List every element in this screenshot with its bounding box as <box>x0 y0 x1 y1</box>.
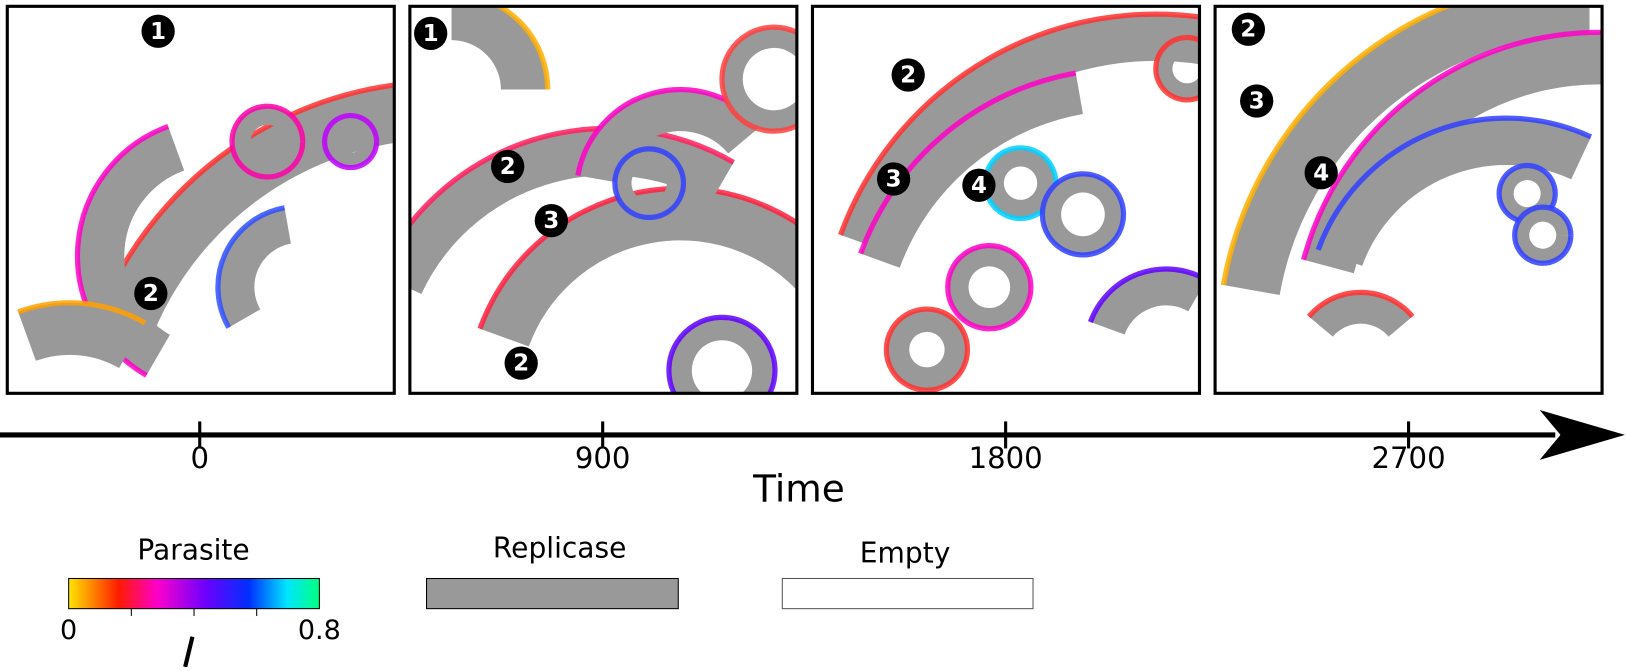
wave-marker-label: 3 <box>1249 89 1265 115</box>
parasite-colorbar <box>68 577 320 610</box>
wave-marker <box>1231 12 1266 46</box>
wave-marker <box>414 16 448 51</box>
parasite-front <box>1153 34 1200 103</box>
legend-title: Replicase <box>493 531 627 564</box>
replicase-wave <box>985 147 1056 219</box>
replicase-wave <box>1514 207 1571 264</box>
replicase-wave <box>18 302 146 369</box>
replicase-wave <box>860 73 1084 269</box>
panel-border <box>810 4 1202 395</box>
wave-marker-label: 2 <box>1240 17 1256 43</box>
snapshot-panel: 2 3 4 <box>810 4 1202 395</box>
wave-marker-label: 1 <box>150 19 166 45</box>
wave-marker <box>1240 84 1274 118</box>
wave-marker <box>876 162 911 196</box>
legend-title: Parasite <box>137 533 249 566</box>
wave-marker <box>491 149 525 184</box>
stroke-mark <box>183 636 195 668</box>
colorbar-min: 0 <box>60 615 77 646</box>
wave-marker <box>534 203 569 238</box>
wave-marker-label: 3 <box>886 167 902 193</box>
parasite-front <box>719 24 797 134</box>
replicase-wave <box>722 27 797 132</box>
replicase-wave <box>614 148 684 218</box>
snapshot-art <box>409 6 797 394</box>
wave-marker <box>1304 156 1338 190</box>
replicase-wave <box>1308 292 1413 338</box>
wave-marker-label: 4 <box>1313 160 1329 186</box>
wave-marker <box>962 168 996 202</box>
parasite-front <box>494 6 551 90</box>
panel-border <box>408 4 799 395</box>
wave-marker-label: 2 <box>900 63 916 89</box>
parasite-front <box>477 185 797 330</box>
wave-marker-label: 1 <box>423 21 439 47</box>
timeline: Time 0 900 1800 2700 <box>0 409 1625 511</box>
replicase-wave <box>232 106 303 177</box>
parasite-front <box>858 70 1077 255</box>
parasite-front <box>666 314 778 394</box>
axis-arrow <box>1539 409 1625 460</box>
legend: Parasite 0 0.8 Replicase Empty <box>60 531 1034 668</box>
replicase-swatch <box>426 577 679 610</box>
parasite-front <box>612 146 687 221</box>
replicase-wave <box>577 89 761 184</box>
parasite-front <box>322 112 380 171</box>
wave-marker-label: 2 <box>143 281 159 307</box>
wave-marker-label: 3 <box>543 208 559 234</box>
replicase-wave <box>947 245 1031 329</box>
parasite-front <box>1220 6 1454 286</box>
tick-label: 2700 <box>1372 441 1446 475</box>
snapshot-panel: 12 <box>5 4 396 395</box>
replicase-wave <box>669 317 776 394</box>
axis-title: Time <box>752 467 845 511</box>
snapshot-art <box>1220 6 1603 338</box>
parasite-front <box>945 243 1034 332</box>
colorbar-max: 0.8 <box>298 615 341 646</box>
parasite-front <box>1087 266 1200 323</box>
parasite-front <box>1039 171 1127 258</box>
replicase-wave <box>1223 6 1590 296</box>
replicase-wave <box>1090 269 1200 336</box>
replicase-wave <box>1042 173 1124 255</box>
tick-label: 0 <box>190 441 209 475</box>
replicase-wave <box>450 6 548 91</box>
replicase-wave <box>1318 118 1591 267</box>
wave-marker-label: 2 <box>513 351 529 377</box>
parasite-front <box>1306 289 1415 319</box>
wave-marker-label: 4 <box>971 173 987 199</box>
parasite-front <box>1301 29 1603 261</box>
replicase-wave <box>324 115 377 168</box>
tick-label: 900 <box>575 441 631 475</box>
snapshot-panel: 2 3 4 <box>1213 4 1604 395</box>
tick-label: 1800 <box>969 441 1043 475</box>
parasite-front <box>17 300 147 326</box>
wave-marker <box>891 58 925 92</box>
snapshot-art <box>17 82 395 378</box>
snapshot-panel: 1 2 3 2 <box>408 4 799 395</box>
parasite-front <box>1315 115 1593 251</box>
legend-title: Empty <box>860 537 951 570</box>
parasite-front <box>883 306 971 393</box>
wave-marker-label: 2 <box>500 154 516 180</box>
replicase-wave <box>217 207 292 328</box>
parasite-front <box>838 11 1200 236</box>
parasite-front <box>215 205 286 329</box>
wave-marker <box>504 346 538 380</box>
parasite-front <box>229 103 306 180</box>
replicase-wave <box>886 309 968 391</box>
wave-marker <box>134 276 168 311</box>
panel-border <box>5 4 396 395</box>
empty-swatch <box>781 577 1034 610</box>
wave-marker <box>141 14 175 48</box>
panel-border <box>1213 4 1604 395</box>
replicase-wave <box>1155 37 1200 100</box>
parasite-front <box>1512 204 1574 266</box>
